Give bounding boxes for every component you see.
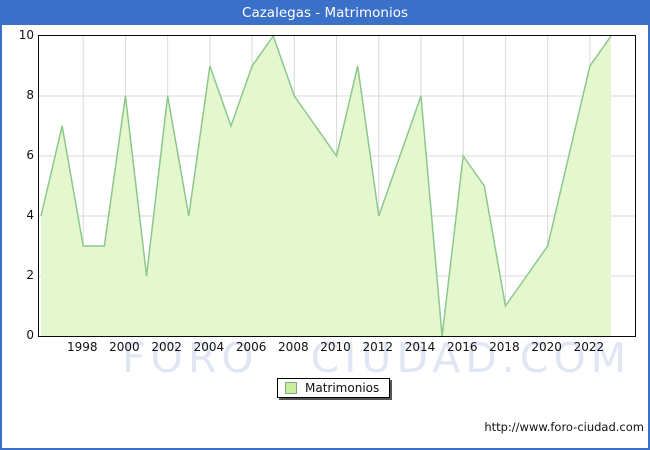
title-bar: Cazalegas - Matrimonios (0, 0, 650, 25)
x-tick-label: 1998 (66, 340, 98, 354)
area-chart-svg (39, 36, 635, 336)
watermark: FORO CIUDAD.COM (122, 334, 632, 382)
x-tick-label: 2004 (193, 340, 225, 354)
x-tick-label: 2008 (278, 340, 309, 354)
y-tick-label: 6 (26, 148, 34, 162)
x-tick-label: 2014 (404, 340, 436, 354)
x-tick-label: 2006 (235, 340, 267, 354)
y-tick-label: 8 (26, 88, 34, 102)
chart-title: Cazalegas - Matrimonios (242, 4, 408, 21)
x-tick-label: 2022 (573, 340, 605, 354)
x-axis-labels: 1998 2000 2002 2004 2006 2008 2010 2012 2014 2016… (0, 340, 650, 356)
x-tick-label: 2016 (446, 340, 478, 354)
x-tick-label: 2018 (489, 340, 520, 354)
y-axis-labels: 0 2 4 6 8 10 (0, 28, 34, 342)
legend-box: Matrimonios (277, 378, 391, 398)
legend-swatch-icon (285, 382, 297, 394)
legend-label: Matrimonios (305, 381, 380, 395)
y-tick-label: 10 (18, 28, 34, 42)
x-tick-label: 2010 (320, 340, 351, 354)
x-tick-label: 2000 (109, 340, 140, 354)
y-tick-label: 2 (26, 268, 34, 282)
plot-area (38, 35, 636, 337)
x-tick-label: 2012 (362, 340, 394, 354)
y-tick-label: 4 (26, 208, 34, 222)
matrimonios-line (40, 36, 612, 336)
matrimonios-area-fill (41, 36, 611, 336)
x-tick-label: 2020 (531, 340, 562, 354)
x-tick-label: 2002 (151, 340, 182, 354)
footer-url: http://www.foro-ciudad.com (484, 420, 644, 434)
y-tick-label: 0 (26, 328, 34, 342)
